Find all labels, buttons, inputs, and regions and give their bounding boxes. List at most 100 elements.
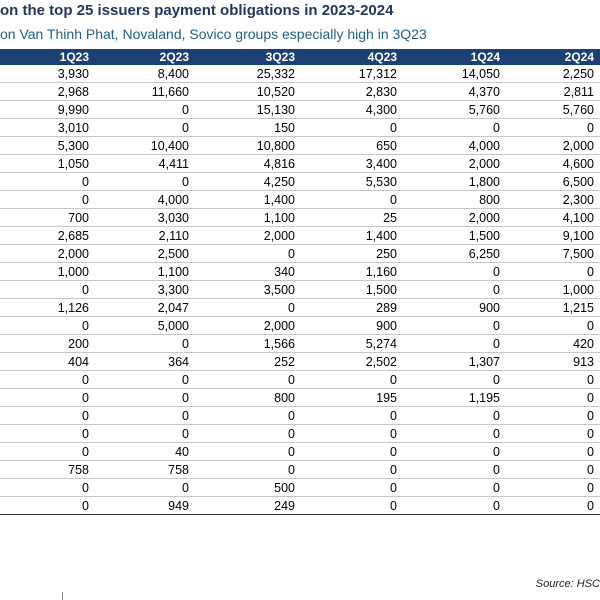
table-row: 758 758 0 0 0 0 — [0, 460, 600, 479]
table-cell: 6,250 — [403, 244, 506, 263]
divider-tick — [62, 592, 63, 600]
table-cell: 0 — [301, 496, 403, 515]
table-cell: 2,968 — [0, 82, 95, 101]
table-cell: 15,130 — [195, 100, 301, 119]
table-cell: 5,530 — [301, 172, 403, 191]
table-cell: 3,930 — [0, 65, 95, 83]
table-cell: 900 — [301, 316, 403, 335]
table-row: 2,685 2,110 2,000 1,400 1,500 9,100 — [0, 226, 600, 245]
column-header: 1Q23 — [0, 49, 95, 65]
table-cell: 4,600 — [506, 154, 600, 173]
table-cell: 2,000 — [403, 154, 506, 173]
table-cell: 1,100 — [195, 208, 301, 227]
table-cell: 1,126 — [0, 298, 95, 317]
table-cell: 2,047 — [95, 298, 195, 317]
table-cell: 249 — [195, 496, 301, 515]
table-cell: 11,660 — [95, 82, 195, 101]
table-cell: 0 — [403, 280, 506, 299]
table-cell: 4,370 — [403, 82, 506, 101]
table-cell: 2,000 — [403, 208, 506, 227]
table-cell: 1,100 — [95, 262, 195, 281]
table-cell: 195 — [301, 388, 403, 407]
source-note: Source: HSC — [535, 578, 600, 590]
table-cell: 0 — [95, 100, 195, 119]
table-cell: 2,830 — [301, 82, 403, 101]
table-cell: 0 — [506, 442, 600, 461]
table-cell: 10,800 — [195, 136, 301, 155]
table-cell: 1,000 — [506, 280, 600, 299]
table-row: 0 4,000 1,400 0 800 2,300 — [0, 190, 600, 209]
table-cell: 150 — [195, 118, 301, 137]
table-cell: 364 — [95, 352, 195, 371]
table-cell: 0 — [0, 496, 95, 515]
table-row: 5,300 10,400 10,800 650 4,000 2,000 — [0, 136, 600, 155]
table-cell: 0 — [195, 298, 301, 317]
table-cell: 0 — [506, 496, 600, 515]
table-row: 0 5,000 2,000 900 0 0 — [0, 316, 600, 335]
table-cell: 949 — [95, 496, 195, 515]
table-cell: 25 — [301, 208, 403, 227]
table-cell: 800 — [195, 388, 301, 407]
table-cell: 2,000 — [195, 316, 301, 335]
table-cell: 25,332 — [195, 65, 301, 83]
table-cell: 289 — [301, 298, 403, 317]
table-cell: 3,030 — [95, 208, 195, 227]
table-cell: 0 — [403, 460, 506, 479]
table-row: 0 40 0 0 0 0 — [0, 442, 600, 461]
table-cell: 420 — [506, 334, 600, 353]
table-cell: 0 — [95, 388, 195, 407]
table-cell: 0 — [0, 172, 95, 191]
table-row: 200 0 1,566 5,274 0 420 — [0, 334, 600, 353]
table-cell: 0 — [95, 424, 195, 443]
table-cell: 5,300 — [0, 136, 95, 155]
table-cell: 0 — [403, 370, 506, 389]
table-cell: 0 — [506, 406, 600, 425]
table-cell: 0 — [506, 460, 600, 479]
payment-obligations-table: 1Q23 2Q23 3Q23 4Q23 1Q24 2Q24 3,930 8,400 25,33… — [0, 49, 600, 515]
table-cell: 4,816 — [195, 154, 301, 173]
column-header: 1Q24 — [403, 49, 506, 65]
table-cell: 5,274 — [301, 334, 403, 353]
table-cell: 17,312 — [301, 65, 403, 83]
table-cell: 0 — [506, 316, 600, 335]
table-cell: 40 — [95, 442, 195, 461]
table-title: on the top 25 issuers payment obligation… — [0, 2, 394, 19]
table-cell: 9,990 — [0, 100, 95, 119]
table-cell: 0 — [403, 424, 506, 443]
table-cell: 5,760 — [403, 100, 506, 119]
table-row: 1,050 4,411 4,816 3,400 2,000 4,600 — [0, 154, 600, 173]
table-cell: 4,000 — [403, 136, 506, 155]
table-cell: 10,520 — [195, 82, 301, 101]
table-row: 2,000 2,500 0 250 6,250 7,500 — [0, 244, 600, 263]
table-cell: 0 — [506, 424, 600, 443]
table-cell: 14,050 — [403, 65, 506, 83]
table-cell: 9,100 — [506, 226, 600, 245]
table-cell: 0 — [95, 370, 195, 389]
table-cell: 3,500 — [195, 280, 301, 299]
table-cell: 0 — [403, 496, 506, 515]
table-cell: 2,811 — [506, 82, 600, 101]
table-cell: 2,500 — [95, 244, 195, 263]
table-cell: 0 — [506, 262, 600, 281]
table-cell: 4,000 — [95, 190, 195, 209]
table-cell: 0 — [195, 424, 301, 443]
table-cell: 0 — [506, 388, 600, 407]
table-row: 0 949 249 0 0 0 — [0, 496, 600, 515]
table-cell: 0 — [0, 406, 95, 425]
table-cell: 1,500 — [301, 280, 403, 299]
table-row: 0 0 500 0 0 0 — [0, 478, 600, 497]
table-cell: 1,215 — [506, 298, 600, 317]
table-cell: 4,250 — [195, 172, 301, 191]
table-cell: 1,050 — [0, 154, 95, 173]
column-header: 3Q23 — [195, 49, 301, 65]
table-cell: 1,000 — [0, 262, 95, 281]
table-cell: 4,411 — [95, 154, 195, 173]
table-cell: 0 — [0, 442, 95, 461]
table-subtitle: on Van Thinh Phat, Novaland, Sovico grou… — [0, 26, 427, 42]
table-cell: 0 — [506, 118, 600, 137]
table-cell: 0 — [301, 118, 403, 137]
table-cell: 0 — [301, 424, 403, 443]
table-cell: 0 — [403, 118, 506, 137]
table-cell: 650 — [301, 136, 403, 155]
